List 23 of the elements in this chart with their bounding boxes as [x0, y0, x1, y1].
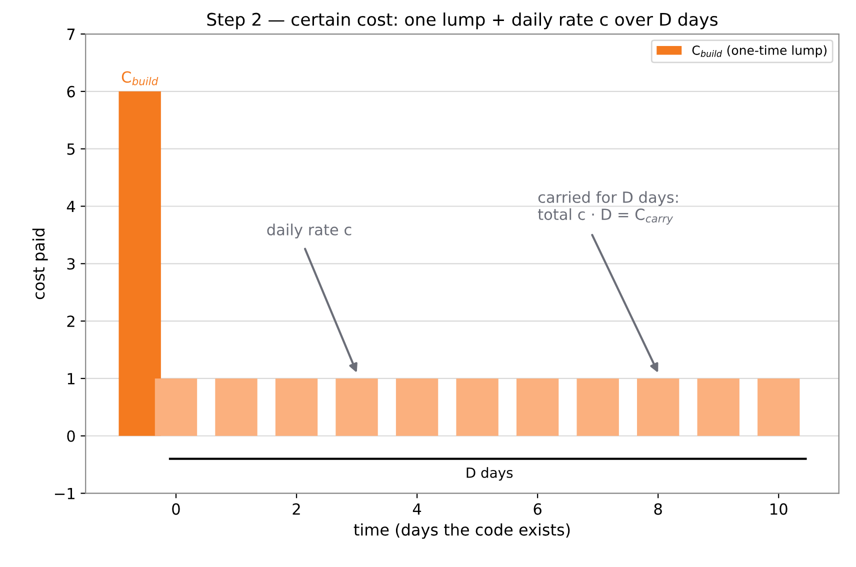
- y-axis-title: cost paid: [32, 228, 48, 300]
- annotation: daily rate c: [267, 224, 352, 238]
- annotation: D days: [466, 467, 513, 481]
- y-tick-label: 7: [67, 28, 75, 40]
- x-tick-label: 4: [412, 503, 422, 515]
- y-tick-label: 6: [67, 86, 75, 98]
- legend-label: C$_{build}$ (one-time lump): [692, 45, 826, 58]
- y-tick-label: 4: [66, 200, 76, 212]
- y-tick-label: 0: [67, 430, 75, 442]
- annotation: C$_{build}$: [122, 71, 158, 86]
- y-tick-label: 3: [67, 258, 75, 270]
- chart-title: Step 2 — certain cost: one lump + daily rate c over D days: [207, 12, 718, 30]
- y-tick-label: −1: [54, 488, 74, 500]
- x-tick-label: 8: [654, 503, 662, 515]
- y-tick-label: 5: [67, 144, 75, 155]
- x-axis-title: time (days the code exists): [354, 523, 570, 539]
- y-tick-label: 1: [68, 373, 74, 384]
- x-tick-label: 10: [770, 503, 788, 515]
- x-tick-label: 6: [534, 503, 542, 515]
- annotation: carried for D days: total c · D = C$_{carry}$: [538, 191, 678, 225]
- x-tick-label: 0: [172, 503, 180, 515]
- x-tick-label: 2: [292, 503, 300, 515]
- y-tick-label: 2: [67, 316, 74, 327]
